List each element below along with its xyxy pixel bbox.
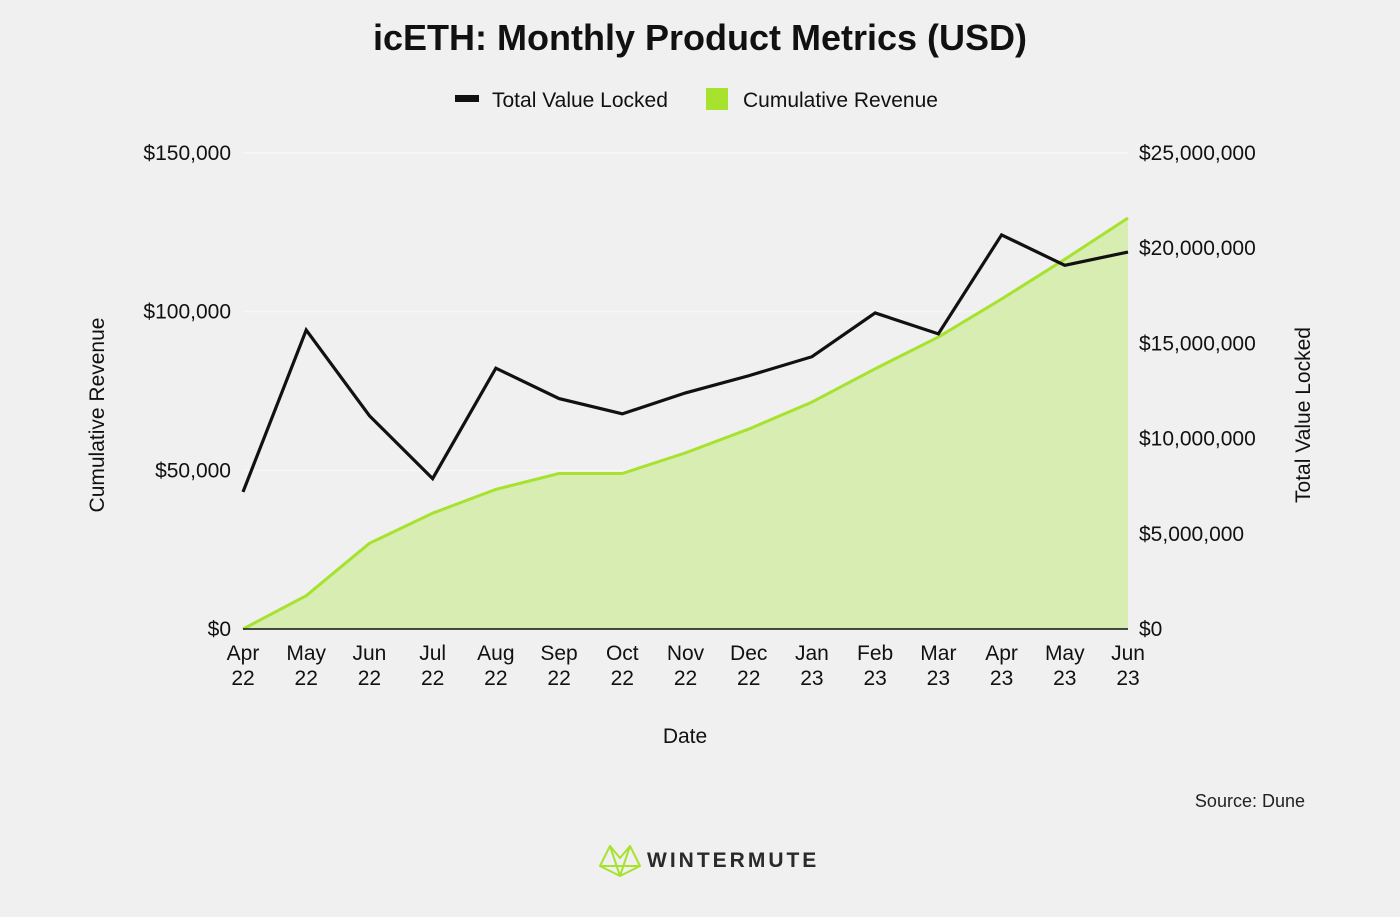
- x-tick-label: Aug 22: [477, 642, 514, 690]
- x-tick-label: May 22: [286, 642, 326, 690]
- left-axis-title: Cumulative Revenue: [86, 318, 109, 513]
- x-axis-ticks: Apr 22 May 22 Jun 22 Jul 22 Aug 22 Sep 22 Oct 22 Nov 22…: [227, 642, 1145, 690]
- x-tick-label: Apr 23: [985, 642, 1018, 690]
- left-tick-label: $0: [208, 618, 231, 641]
- right-axis-title: Total Value Locked: [1292, 327, 1315, 503]
- legend-swatch-total-value-locked: [455, 95, 479, 102]
- wintermute-logo-icon: [599, 845, 641, 877]
- right-tick-label: $15,000,000: [1139, 332, 1256, 355]
- legend-swatch-cumulative-revenue: [706, 88, 728, 110]
- right-tick-label: $0: [1139, 618, 1162, 641]
- x-tick-label: Nov 22: [667, 642, 705, 690]
- right-tick-label: $10,000,000: [1139, 428, 1256, 451]
- legend-label-cumulative-revenue: Cumulative Revenue: [743, 89, 938, 112]
- legend-label-total-value-locked: Total Value Locked: [492, 89, 668, 112]
- source-note: Source: Dune: [1195, 791, 1305, 811]
- right-tick-label: $20,000,000: [1139, 237, 1256, 260]
- x-axis-title: Date: [663, 725, 707, 748]
- x-tick-label: May 23: [1045, 642, 1085, 690]
- x-tick-label: Jan 23: [795, 642, 829, 690]
- x-tick-label: Mar 23: [920, 642, 956, 690]
- cumulative-revenue-area: [243, 218, 1128, 629]
- legend: Total Value Locked Cumulative Revenue: [455, 88, 938, 112]
- x-tick-label: Jun 22: [352, 642, 386, 690]
- left-tick-label: $100,000: [143, 301, 231, 324]
- x-tick-label: Sep 22: [540, 642, 577, 690]
- x-tick-label: Feb 23: [857, 642, 893, 690]
- left-tick-label: $50,000: [155, 459, 231, 482]
- x-tick-label: Jun 23: [1111, 642, 1145, 690]
- right-tick-label: $5,000,000: [1139, 523, 1244, 546]
- left-axis-ticks: $0 $50,000 $100,000 $150,000: [143, 142, 231, 641]
- x-tick-label: Dec 22: [730, 642, 767, 690]
- left-tick-label: $150,000: [143, 142, 231, 165]
- x-tick-label: Apr 22: [227, 642, 260, 690]
- chart-title: icETH: Monthly Product Metrics (USD): [373, 17, 1027, 58]
- brand-name: WINTERMUTE: [647, 849, 819, 872]
- revenue-area-layer: [242, 216, 1129, 631]
- right-tick-label: $25,000,000: [1139, 142, 1256, 165]
- x-tick-label: Jul 22: [419, 642, 446, 690]
- right-axis-ticks: $0 $5,000,000 $10,000,000 $15,000,000 $20,00…: [1139, 142, 1256, 641]
- tvl-line-layer: [241, 232, 1129, 493]
- x-tick-label: Oct 22: [606, 642, 639, 690]
